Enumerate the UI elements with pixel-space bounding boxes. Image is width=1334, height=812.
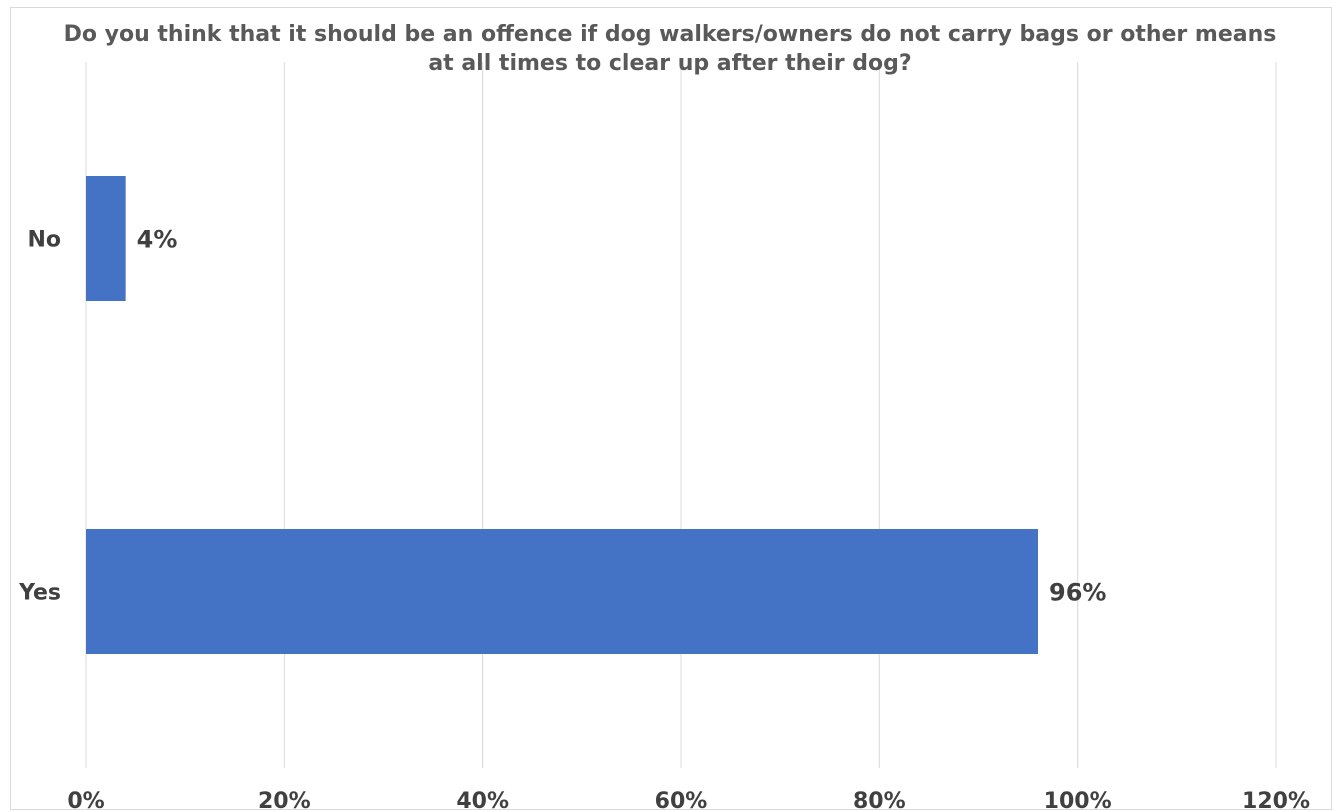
gridlines — [86, 62, 1276, 768]
x-tick-labels: 0% 20% 40% 60% 80% 100% 120% — [67, 789, 1310, 812]
category-label-no: No — [27, 228, 61, 253]
data-label-no: 4% — [137, 226, 178, 254]
data-label-yes: 96% — [1049, 579, 1106, 607]
category-label-yes: Yes — [18, 581, 61, 606]
category-labels: No Yes — [18, 228, 61, 606]
x-tick-label: 120% — [1242, 789, 1310, 812]
bar-yes — [86, 529, 1038, 654]
x-tick-label: 20% — [258, 789, 311, 812]
x-tick-label: 40% — [456, 789, 509, 812]
x-tick-label: 60% — [655, 789, 708, 812]
x-tick-label: 0% — [67, 789, 104, 812]
chart-title: Do you think that it should be an offenc… — [60, 20, 1280, 78]
bar-no — [86, 176, 126, 301]
x-tick-label: 80% — [853, 789, 906, 812]
bars — [86, 176, 1038, 654]
x-tick-label: 100% — [1044, 789, 1112, 812]
